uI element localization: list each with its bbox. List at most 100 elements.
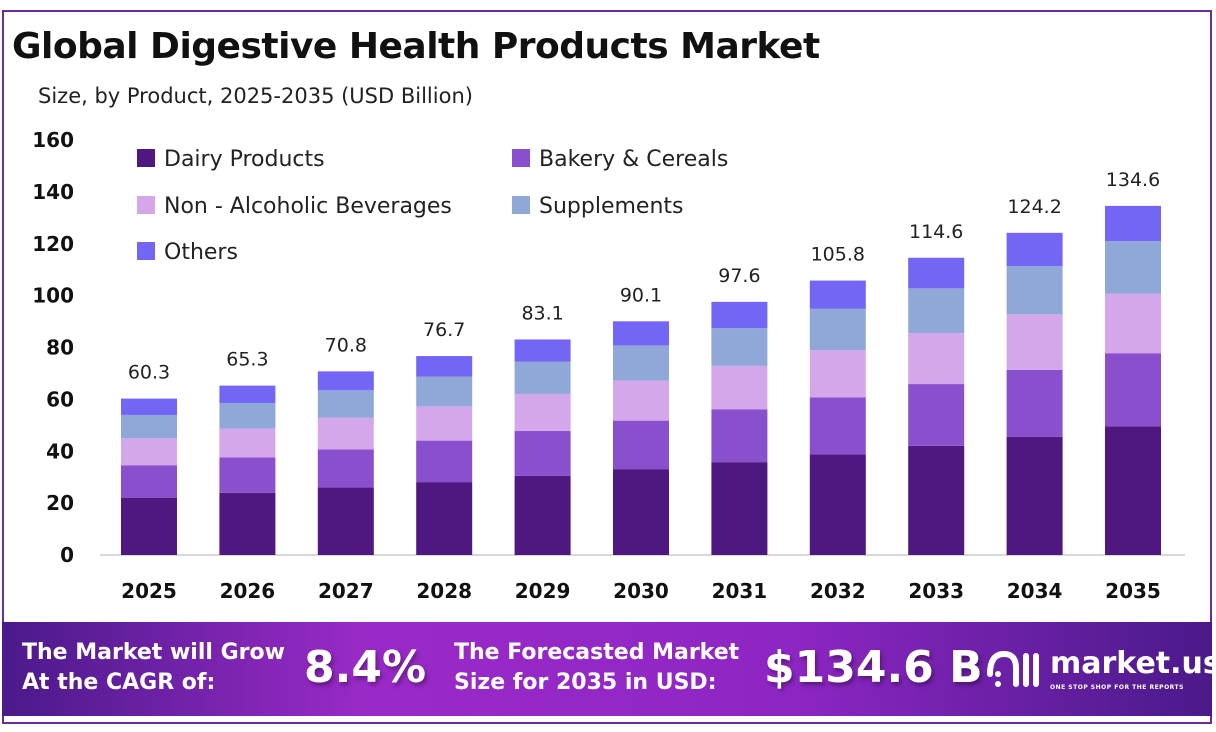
cagr-label: The Market will Grow At the CAGR of: (22, 638, 285, 698)
bar-chart: 0 20 40 60 80 100 120 140 160 60.3 2025 65.3 2026 70.… (32, 128, 1185, 603)
bar-segment-others-2033 (908, 257, 965, 289)
bar-segment-dairy-products-2031 (711, 462, 768, 555)
bar-segment-dairy-products-2032 (809, 454, 866, 555)
total-label: 90.1 (620, 284, 662, 306)
bar-segment-supplements-2025 (121, 414, 177, 439)
legend-label: Dairy Products (164, 147, 325, 172)
total-label: 60.3 (128, 362, 170, 384)
bar-segment-supplements-2033 (908, 288, 965, 333)
bar-segment-bakery-cereals-2028 (416, 440, 473, 483)
y-tick-label: 40 (46, 439, 74, 463)
bar-segment-others-2029 (514, 339, 571, 362)
bar-segment-non-alcoholic-beverages-2027 (317, 417, 374, 450)
legend-swatch (137, 242, 155, 260)
bar-segment-others-2032 (809, 280, 866, 309)
x-tick-label: 2025 (121, 579, 177, 603)
logo-text: market.us (1050, 646, 1216, 681)
x-tick-label: 2034 (1007, 579, 1063, 603)
total-label: 65.3 (226, 349, 268, 371)
cagr-label-line1: The Market will Grow (22, 640, 285, 665)
y-tick-label: 80 (46, 336, 74, 360)
x-tick-label: 2029 (515, 579, 571, 603)
legend-label: Others (164, 240, 238, 265)
frame-border (2, 10, 1212, 724)
bar-segment-bakery-cereals-2029 (514, 431, 571, 476)
bar-segment-supplements-2027 (317, 390, 374, 418)
y-tick-label: 100 (32, 284, 74, 308)
legend-swatch (512, 149, 530, 167)
bar-segment-bakery-cereals-2026 (219, 457, 276, 493)
bar-segment-bakery-cereals-2035 (1105, 353, 1161, 427)
bar-segment-dairy-products-2033 (908, 445, 965, 555)
legend-swatch (137, 149, 155, 167)
y-tick-label: 120 (32, 232, 74, 256)
x-tick-label: 2028 (416, 579, 472, 603)
x-tick-label: 2026 (220, 579, 276, 603)
bar-segment-dairy-products-2035 (1105, 426, 1161, 555)
bar-segment-bakery-cereals-2030 (613, 420, 669, 470)
bar-segment-supplements-2032 (809, 308, 866, 351)
bar-segment-bakery-cereals-2032 (809, 397, 866, 455)
bar-segment-supplements-2026 (219, 403, 276, 429)
x-tick-label: 2027 (318, 579, 374, 603)
bar-segment-others-2031 (711, 301, 768, 329)
bar-segment-others-2034 (1006, 232, 1063, 267)
bar-segment-dairy-products-2034 (1006, 436, 1063, 555)
bar-segment-bakery-cereals-2031 (711, 409, 768, 463)
bar-segment-non-alcoholic-beverages-2025 (121, 438, 177, 466)
bar-segment-non-alcoholic-beverages-2026 (219, 428, 276, 458)
chart-title: Global Digestive Health Products Market (12, 26, 820, 67)
market-us-logo-icon (987, 650, 1039, 687)
bar-segment-supplements-2031 (711, 328, 768, 366)
bar-segment-supplements-2028 (416, 376, 473, 407)
bar-segment-dairy-products-2025 (121, 497, 177, 555)
cagr-value: 8.4% (304, 642, 427, 693)
legend-swatch (512, 196, 530, 214)
total-label: 76.7 (423, 319, 465, 341)
y-tick-label: 20 (46, 491, 74, 515)
bar-segment-non-alcoholic-beverages-2028 (416, 406, 473, 441)
x-tick-label: 2033 (908, 579, 964, 603)
bar-segment-dairy-products-2026 (219, 492, 276, 555)
forecast-label: The Forecasted Market Size for 2035 in U… (454, 638, 739, 698)
forecast-value: $134.6 B (764, 642, 983, 693)
bar-segment-others-2030 (613, 321, 669, 346)
bar-segment-non-alcoholic-beverages-2029 (514, 393, 571, 432)
y-tick-label: 60 (46, 387, 74, 411)
bar-segment-non-alcoholic-beverages-2035 (1105, 293, 1161, 354)
bar-segment-others-2027 (317, 371, 374, 391)
bar-segment-non-alcoholic-beverages-2032 (809, 350, 866, 398)
total-label: 124.2 (1007, 196, 1061, 218)
legend-label: Bakery & Cereals (539, 147, 728, 172)
total-label: 70.8 (325, 334, 367, 356)
y-tick-label: 160 (32, 128, 74, 152)
legend-swatch (137, 196, 155, 214)
total-label: 105.8 (811, 244, 865, 266)
bar-segment-others-2025 (121, 398, 177, 415)
chart-subtitle: Size, by Product, 2025-2035 (USD Billion… (38, 84, 473, 108)
bar-segment-supplements-2029 (514, 361, 571, 394)
bar-segment-dairy-products-2030 (613, 469, 669, 555)
bar-segment-others-2035 (1105, 205, 1161, 242)
legend-label: Non - Alcoholic Beverages (164, 194, 452, 219)
x-tick-label: 2031 (712, 579, 768, 603)
bar-segment-dairy-products-2027 (317, 487, 374, 555)
bar-segment-bakery-cereals-2034 (1006, 369, 1063, 437)
bar-segment-bakery-cereals-2027 (317, 449, 374, 488)
bar-segment-dairy-products-2028 (416, 482, 473, 555)
y-tick-label: 140 (32, 180, 74, 204)
legend-label: Supplements (539, 194, 683, 219)
bar-segment-non-alcoholic-beverages-2031 (711, 365, 768, 410)
bar-segment-others-2026 (219, 385, 276, 404)
logo-tagline: ONE STOP SHOP FOR THE REPORTS (1050, 684, 1184, 691)
total-label: 83.1 (521, 302, 563, 324)
bar-segment-non-alcoholic-beverages-2033 (908, 332, 965, 385)
bar-segment-supplements-2035 (1105, 241, 1161, 294)
forecast-label-line2: Size for 2035 in USD: (454, 670, 717, 695)
bar-segment-dairy-products-2029 (514, 475, 571, 555)
bar-segment-bakery-cereals-2033 (908, 384, 965, 446)
bar-segment-non-alcoholic-beverages-2030 (613, 380, 669, 421)
cagr-label-line2: At the CAGR of: (22, 670, 216, 695)
x-tick-label: 2030 (613, 579, 669, 603)
